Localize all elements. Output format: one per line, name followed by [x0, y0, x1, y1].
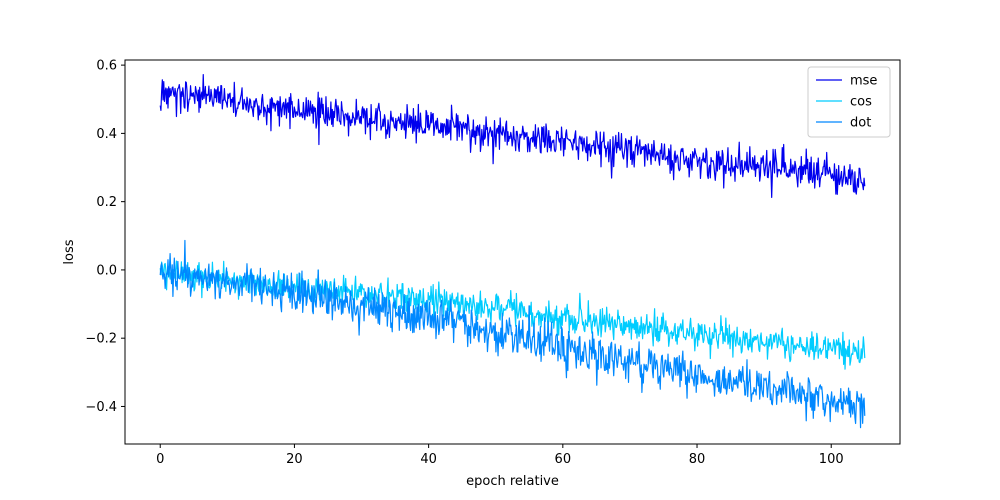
x-axis: 0 20 40 60 80 100	[156, 444, 844, 467]
x-axis-label: epoch relative	[466, 474, 559, 489]
legend-label-dot: dot	[850, 116, 871, 131]
x-tick-label: 60	[555, 452, 572, 467]
y-tick-label: −0.2	[85, 332, 117, 347]
y-tick-label: 0.0	[96, 263, 117, 278]
y-tick-label: −0.4	[85, 400, 117, 415]
legend-label-cos: cos	[850, 95, 872, 110]
y-axis: −0.4 −0.2 0.0 0.2 0.4 0.6	[85, 59, 125, 415]
x-tick-label: 100	[819, 452, 844, 467]
legend-label-mse: mse	[850, 74, 877, 89]
series-line-cos	[159, 260, 866, 370]
y-tick-label: 0.6	[96, 59, 117, 74]
series-layer	[159, 74, 866, 429]
plot-frame	[124, 59, 901, 445]
x-tick-label: 40	[420, 452, 437, 467]
legend: mse cos dot	[807, 66, 891, 138]
legend-box	[807, 66, 891, 138]
x-tick-label: 0	[156, 452, 164, 467]
series-line-dot	[159, 239, 866, 429]
x-tick-label: 20	[286, 452, 303, 467]
series-line-mse	[159, 74, 866, 199]
y-tick-label: 0.2	[96, 195, 117, 210]
x-tick-label: 80	[689, 452, 706, 467]
y-axis-label: loss	[62, 239, 77, 264]
y-tick-label: 0.4	[96, 127, 117, 142]
